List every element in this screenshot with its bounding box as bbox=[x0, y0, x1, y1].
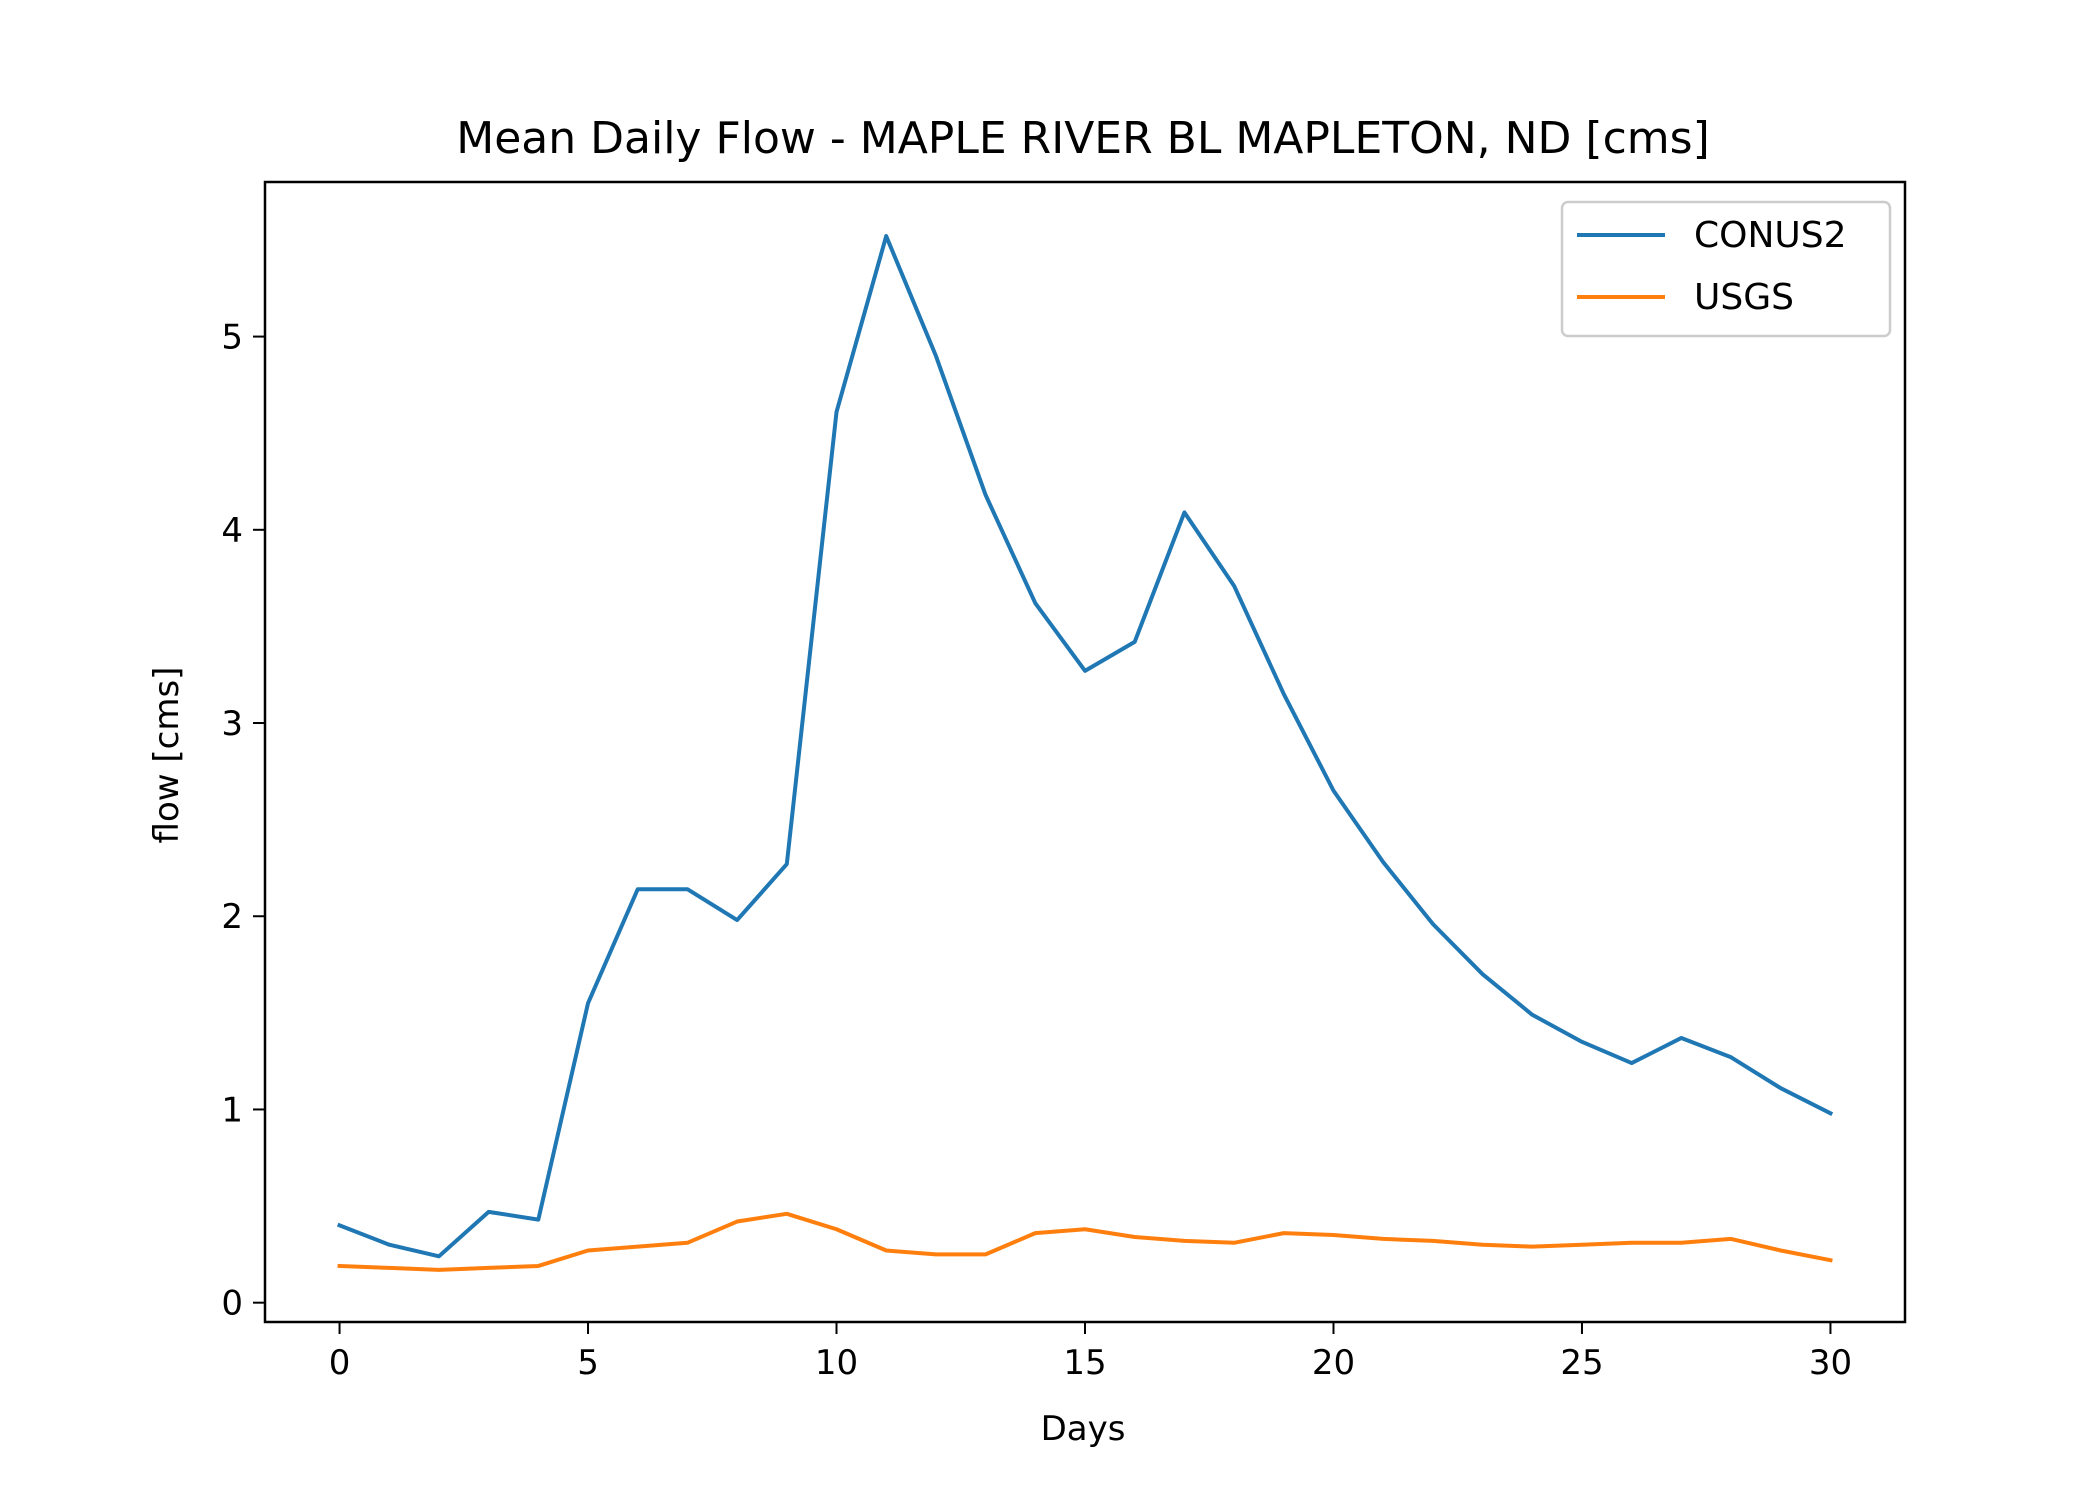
y-tick-label: 2 bbox=[221, 897, 243, 937]
legend-label-usgs: USGS bbox=[1694, 277, 1794, 318]
x-tick-label: 30 bbox=[1809, 1343, 1852, 1383]
series-layer bbox=[336, 234, 1834, 1272]
x-tick-label: 10 bbox=[815, 1343, 858, 1383]
series-line-usgs bbox=[337, 1211, 1833, 1272]
y-axis-label: flow [cms] bbox=[147, 667, 187, 844]
y-axis: 0 1 2 3 4 5 bbox=[221, 318, 265, 1324]
legend: CONUS2 USGS bbox=[1560, 200, 1892, 338]
plot-frame bbox=[263, 180, 1907, 1324]
x-tick-label: 0 bbox=[329, 1343, 351, 1383]
plot-area bbox=[263, 180, 1907, 1324]
x-tick-label: 5 bbox=[577, 1343, 599, 1383]
y-tick-label: 5 bbox=[221, 318, 243, 358]
x-axis: 0 5 10 15 20 25 30 bbox=[329, 1322, 1852, 1383]
y-tick-label: 1 bbox=[221, 1090, 243, 1130]
y-tick-label: 3 bbox=[221, 704, 243, 744]
y-tick-label: 0 bbox=[221, 1284, 243, 1324]
series-line-conus2 bbox=[336, 234, 1834, 1259]
x-axis-label: Days bbox=[1041, 1409, 1126, 1449]
legend-label-conus2: CONUS2 bbox=[1694, 215, 1847, 256]
x-tick-label: 25 bbox=[1560, 1343, 1603, 1383]
chart-title: Mean Daily Flow - MAPLE RIVER BL MAPLETO… bbox=[456, 113, 1709, 164]
x-tick-label: 20 bbox=[1312, 1343, 1355, 1383]
y-tick-label: 4 bbox=[221, 511, 243, 551]
x-tick-label: 15 bbox=[1063, 1343, 1106, 1383]
